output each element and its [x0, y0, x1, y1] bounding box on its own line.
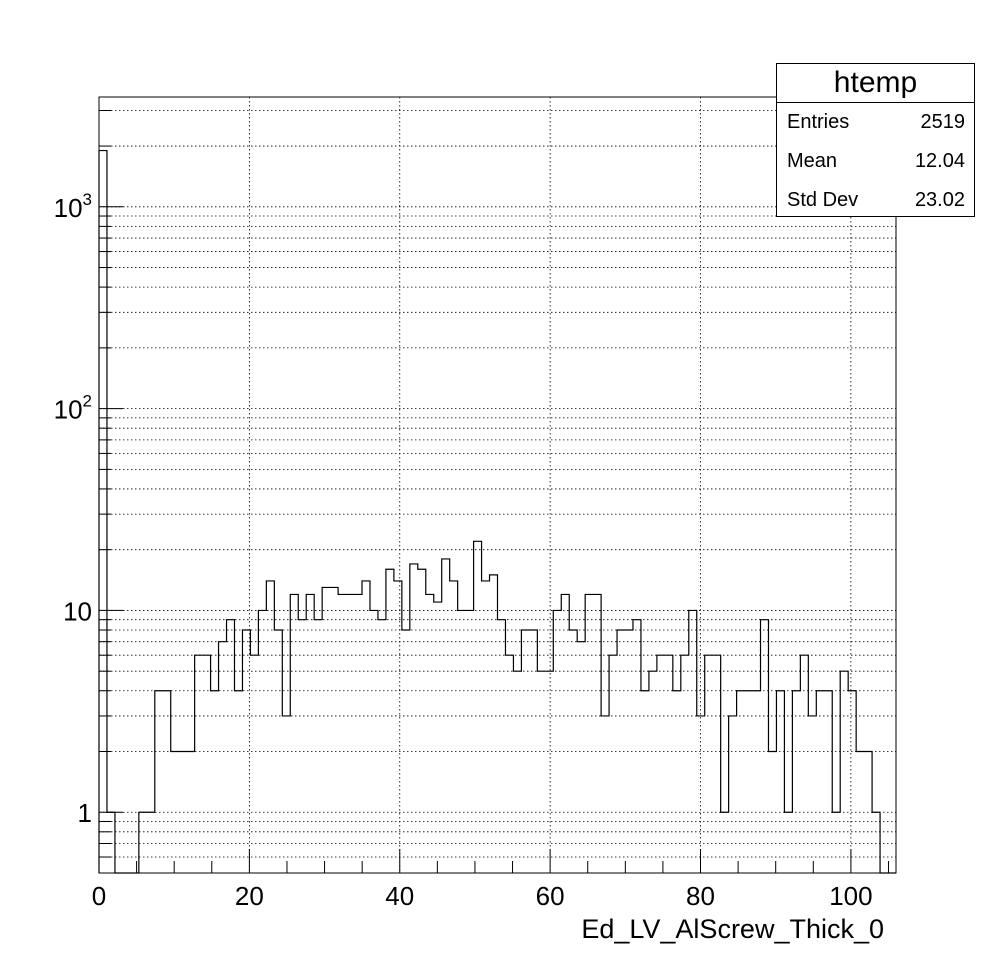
stats-value: 2519 [920, 111, 966, 133]
y-tick-exponent: 2 [83, 392, 92, 411]
histogram-line [98, 149, 896, 874]
y-tick-base: 10 [54, 193, 83, 223]
y-tick-label: 102 [54, 392, 92, 425]
x-axis-title: Ed_LV_AlScrew_Thick_0 [581, 914, 884, 944]
stats-title: htemp [777, 64, 974, 103]
y-tick-label: 103 [54, 190, 92, 223]
y-tick-label: 1 [78, 798, 92, 828]
y-tick-exponent: 3 [83, 190, 92, 209]
y-tick-base: 10 [54, 395, 83, 425]
stats-row-std-dev: Std Dev 23.02 [777, 181, 974, 220]
x-tick-label: 100 [829, 881, 872, 911]
stats-label: Std Dev [787, 189, 859, 211]
x-tick-labels: 0 20 40 60 80 100 [92, 881, 873, 911]
x-tick-label: 0 [92, 881, 106, 911]
y-tick-label: 10 [63, 596, 92, 626]
stats-label: Entries [787, 111, 850, 133]
x-tick-label: 60 [536, 881, 565, 911]
axis-ticks [98, 110, 889, 874]
stats-row-entries: Entries 2519 [777, 103, 974, 142]
x-tick-label: 80 [686, 881, 715, 911]
x-tick-label: 20 [235, 881, 264, 911]
stats-label: Mean [787, 150, 838, 172]
stats-value: 23.02 [914, 189, 965, 211]
stats-row-mean: Mean 12.04 [777, 142, 974, 181]
x-tick-label: 40 [385, 881, 414, 911]
stats-value: 12.04 [914, 150, 965, 172]
stats-box: htemp Entries 2519 Mean 12.04 Std Dev 23… [776, 63, 975, 217]
